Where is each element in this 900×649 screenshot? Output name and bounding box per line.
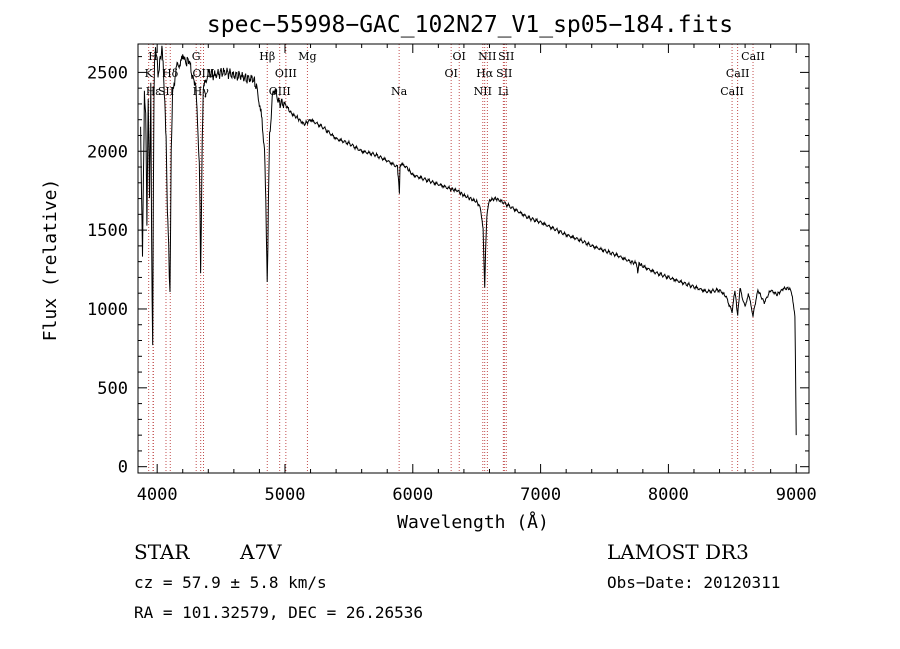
line-label: OI xyxy=(452,50,465,63)
ra-dec-coordinates: RA = 101.32579, DEC = 26.26536 xyxy=(134,603,423,622)
line-labels: KHHεSIIHδGHγOIIIHβOIIIOIIIMgNaOIOINIIHαN… xyxy=(145,50,765,98)
observation-date: Obs−Date: 20120311 xyxy=(607,573,780,592)
line-label: K xyxy=(145,67,154,80)
line-label: Hε xyxy=(146,85,162,98)
line-label: OIII xyxy=(275,67,297,80)
axis-ticks: 4000 5000 6000 7000 8000 9000 0 500 1000 1500 2000… xyxy=(87,44,817,505)
line-label: G xyxy=(192,50,201,63)
redshift-cz: cz = 57.9 ± 5.8 km/s xyxy=(134,573,327,592)
line-label: H xyxy=(148,50,158,63)
line-label: Hδ xyxy=(162,67,179,80)
line-label: CaII xyxy=(741,50,765,63)
x-tick-label: 9000 xyxy=(776,485,817,505)
x-tick-label: 8000 xyxy=(648,485,689,505)
line-label: OI xyxy=(444,67,457,80)
line-label: CaII xyxy=(720,85,744,98)
object-class: STAR xyxy=(134,540,190,564)
x-tick-label: 6000 xyxy=(392,485,433,505)
line-markers xyxy=(148,44,754,473)
line-label: SII xyxy=(498,50,514,63)
y-tick-label: 0 xyxy=(118,458,128,478)
line-label: OIII xyxy=(193,67,215,80)
y-tick-label: 500 xyxy=(97,379,128,399)
line-label: OIII xyxy=(269,85,291,98)
line-label: Hα xyxy=(476,67,494,80)
spectral-subclass: A7V xyxy=(239,540,282,564)
line-label: CaII xyxy=(726,67,750,80)
y-tick-label: 2000 xyxy=(87,142,128,162)
line-label: NII xyxy=(478,50,496,63)
line-label: NII xyxy=(474,85,492,98)
line-label: SII xyxy=(158,85,174,98)
line-label: Hγ xyxy=(193,85,210,98)
x-axis-label: Wavelength (Å) xyxy=(397,511,549,533)
line-label: SII xyxy=(496,67,512,80)
series-group xyxy=(140,45,797,436)
survey-name: LAMOST DR3 xyxy=(607,540,749,564)
y-tick-label: 2500 xyxy=(87,63,128,83)
plot-frame xyxy=(137,43,810,474)
y-tick-label: 1000 xyxy=(87,300,128,320)
x-tick-label: 4000 xyxy=(137,485,178,505)
line-label: Na xyxy=(391,85,408,98)
chart-title: spec−55998−GAC_102N27_V1_sp05−184.fits xyxy=(207,12,733,38)
line-label: Mg xyxy=(298,50,316,63)
y-tick-label: 1500 xyxy=(87,221,128,241)
line-label: Li xyxy=(498,85,509,98)
y-axis-label: Flux (relative) xyxy=(40,179,61,342)
line-label: Hβ xyxy=(259,50,275,63)
spectrum-line xyxy=(140,45,797,436)
x-tick-label: 7000 xyxy=(520,485,561,505)
x-tick-label: 5000 xyxy=(265,485,306,505)
